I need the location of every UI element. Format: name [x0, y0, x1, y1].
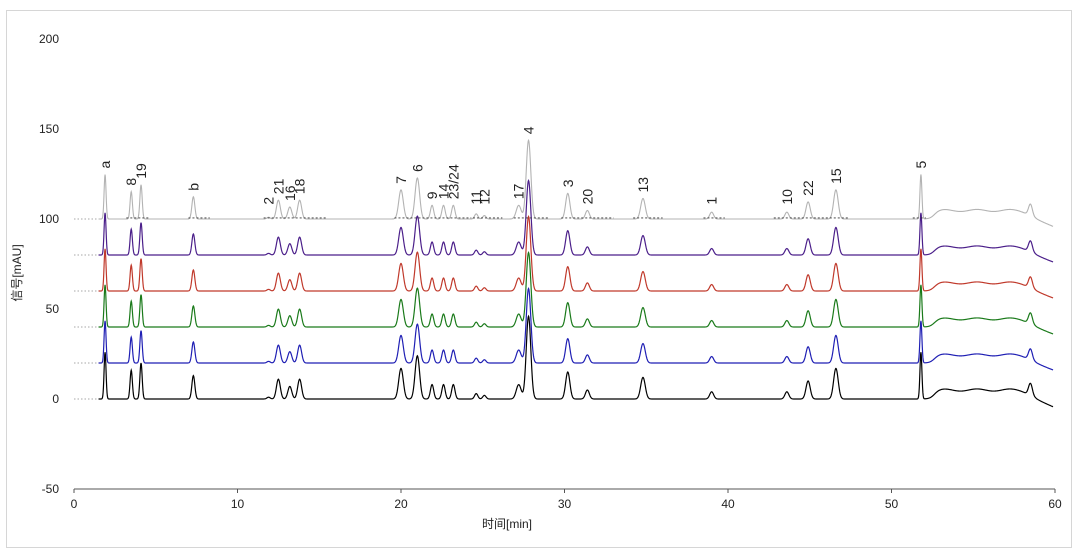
peak-label: 2 [261, 197, 277, 205]
x-tick-label: 10 [231, 497, 245, 511]
x-axis-title: 时间[min] [482, 517, 532, 531]
peak-label: a [97, 161, 113, 169]
peak-label: 19 [133, 163, 149, 179]
peak-label: 10 [779, 189, 795, 205]
peak-label: 23/24 [445, 164, 461, 199]
y-tick-label: 200 [39, 32, 59, 46]
peak-label: 3 [560, 179, 576, 187]
peak-label: 11 [468, 190, 484, 205]
series-line-trace-4 [98, 214, 1054, 299]
peak-label: 14 [436, 184, 452, 200]
peak-label: 8 [123, 178, 139, 186]
peak-label: 12 [476, 189, 492, 205]
peak-label: 6 [409, 164, 425, 172]
x-tick-label: 20 [394, 497, 408, 511]
peak-label: b [185, 183, 201, 191]
peak-label: 4 [521, 126, 537, 134]
trace-group [74, 286, 1054, 371]
peak-label: 1 [704, 197, 720, 205]
peak-label: 15 [828, 168, 844, 184]
chart-frame: a 8 19 b 2 21 16 18 7 6 9 14 23/24 11 12 17 4 3 20 13 1 10 22 1… [6, 10, 1072, 548]
peak-label: 17 [511, 184, 527, 200]
axis-ticks: -50 0 50 100 150 200 0 10 20 30 40 50 60 [39, 32, 1062, 511]
series-line-trace-2 [98, 286, 1054, 371]
trace-group [74, 314, 1054, 408]
peak-label: 18 [292, 178, 308, 194]
y-tick-label: 50 [46, 302, 60, 316]
peak-label: 5 [913, 161, 929, 169]
x-tick-label: 50 [885, 497, 899, 511]
x-tick-label: 0 [71, 497, 78, 511]
peak-label: 9 [424, 191, 440, 199]
y-axis-title: 信号[mAU] [10, 244, 24, 301]
series-line-trace-3 [98, 250, 1054, 335]
peak-label: 16 [282, 185, 298, 201]
peak-label: 13 [635, 177, 651, 193]
series-line-trace-6 [98, 138, 1054, 227]
y-tick-label: 150 [39, 122, 59, 136]
y-tick-label: 0 [52, 392, 59, 406]
trace-group [74, 214, 1054, 299]
x-tick-label: 30 [558, 497, 572, 511]
peak-label: 21 [270, 178, 286, 194]
peak-label: 20 [579, 189, 595, 205]
y-tick-label: 100 [39, 212, 59, 226]
trace-group [74, 178, 1054, 263]
traces [74, 138, 1054, 408]
x-tick-label: 60 [1048, 497, 1062, 511]
trace-group [74, 138, 1054, 227]
trace-group [74, 250, 1054, 335]
peak-label: 7 [393, 176, 409, 184]
series-line-trace-5 [98, 178, 1054, 263]
series-line-trace-1 [98, 314, 1054, 408]
y-tick-label: -50 [42, 482, 60, 496]
peak-label: 22 [800, 180, 816, 196]
x-tick-label: 40 [721, 497, 735, 511]
